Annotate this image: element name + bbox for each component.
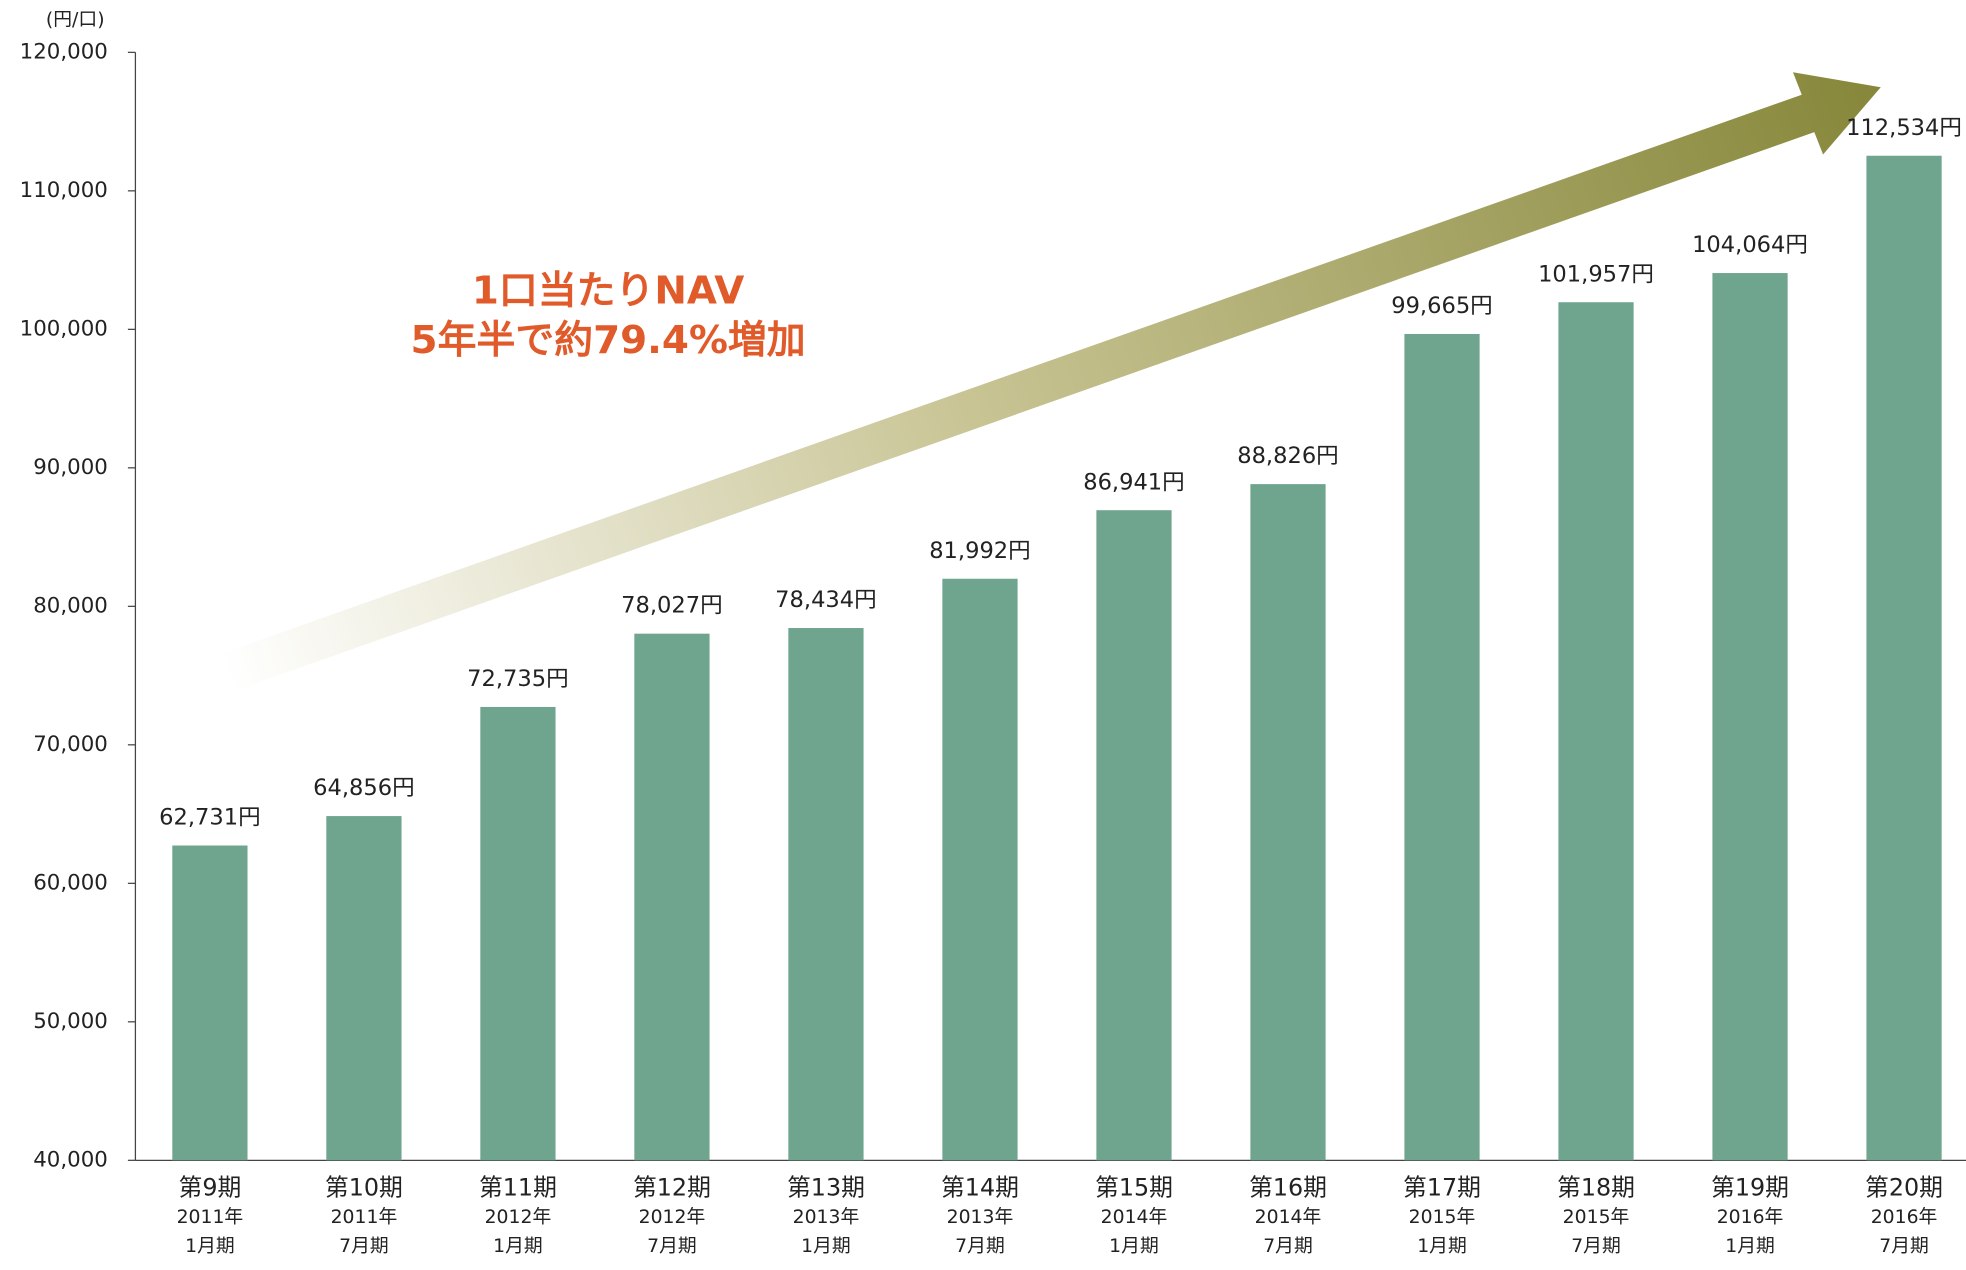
x-tick-label: 第11期	[479, 1174, 557, 1202]
x-tick-label: 7月期	[955, 1235, 1005, 1257]
bar	[1404, 333, 1480, 1161]
x-tick-label: 2013年	[793, 1206, 860, 1228]
x-tick-label: 1月期	[1725, 1235, 1775, 1257]
y-tick-label: 70,000	[33, 732, 108, 757]
x-tick-label: 1月期	[1109, 1235, 1159, 1257]
bar	[788, 628, 864, 1161]
value-label: 101,957円	[1538, 261, 1654, 287]
x-tick-label: 2013年	[947, 1206, 1014, 1228]
y-tick-label: 80,000	[33, 593, 108, 618]
x-tick-label: 7月期	[1879, 1235, 1929, 1257]
value-label: 78,027円	[621, 593, 723, 619]
x-tick-label: 2015年	[1563, 1206, 1630, 1228]
x-tick-label: 第10期	[325, 1174, 403, 1202]
x-tick-label: 7月期	[647, 1235, 697, 1257]
x-tick-label: 1月期	[493, 1235, 543, 1257]
x-tick-label: 第15期	[1095, 1174, 1173, 1202]
bar	[1096, 510, 1172, 1161]
value-label: 62,731円	[159, 805, 261, 831]
value-label: 81,992円	[929, 538, 1031, 564]
value-label: 64,856円	[313, 775, 415, 801]
bar	[942, 578, 1018, 1161]
x-tick-label: 1月期	[185, 1235, 235, 1257]
bar	[1712, 273, 1788, 1161]
annotation: 5年半で約79.4%増加	[411, 318, 806, 363]
x-tick-label: 7月期	[339, 1235, 389, 1257]
y-tick-label: 50,000	[33, 1009, 108, 1034]
y-tick-label: 60,000	[33, 870, 108, 895]
x-tick-label: 第18期	[1557, 1174, 1635, 1202]
x-tick-label: 1月期	[1417, 1235, 1467, 1257]
y-tick-label: 90,000	[33, 455, 108, 480]
x-tick-label: 第16期	[1249, 1174, 1327, 1202]
y-tick-label: 110,000	[20, 178, 108, 203]
x-tick-label: 1月期	[801, 1235, 851, 1257]
value-label: 86,941円	[1083, 469, 1185, 495]
y-tick-label: 40,000	[33, 1147, 108, 1172]
value-label: 78,434円	[775, 587, 877, 613]
x-tick-label: 第13期	[787, 1174, 865, 1202]
bar	[1866, 155, 1942, 1161]
x-tick-label: 2012年	[639, 1206, 706, 1228]
x-tick-label: 7月期	[1263, 1235, 1313, 1257]
x-tick-label: 2016年	[1871, 1206, 1938, 1228]
x-tick-label: 2011年	[177, 1206, 244, 1228]
x-tick-label: 2015年	[1409, 1206, 1476, 1228]
y-tick-label: 120,000	[20, 39, 108, 64]
annotation: 1口当たりNAV	[472, 268, 745, 313]
x-tick-label: 第14期	[941, 1174, 1019, 1202]
value-label: 112,534円	[1846, 115, 1962, 141]
bar	[634, 633, 710, 1161]
trend-arrow	[219, 72, 1881, 692]
x-tick-label: 2012年	[485, 1206, 552, 1228]
x-tick-label: 2014年	[1101, 1206, 1168, 1228]
x-tick-label: 第12期	[633, 1174, 711, 1202]
x-tick-label: 第20期	[1865, 1174, 1943, 1202]
x-tick-label: 7月期	[1571, 1235, 1621, 1257]
bar	[172, 845, 248, 1161]
x-tick-label: 第9期	[179, 1174, 242, 1202]
x-tick-label: 第17期	[1403, 1174, 1481, 1202]
value-label: 104,064円	[1692, 232, 1808, 258]
x-tick-label: 2011年	[331, 1206, 398, 1228]
unit-label: (円/口)	[46, 9, 105, 30]
value-label: 72,735円	[467, 666, 569, 692]
y-tick-label: 100,000	[20, 316, 108, 341]
bar	[1558, 302, 1634, 1161]
bar	[326, 816, 402, 1161]
x-tick-label: 2014年	[1255, 1206, 1322, 1228]
bar	[480, 706, 556, 1161]
x-tick-label: 2016年	[1717, 1206, 1784, 1228]
x-tick-label: 第19期	[1711, 1174, 1789, 1202]
value-label: 88,826円	[1237, 443, 1339, 469]
value-label: 99,665円	[1391, 293, 1493, 319]
bar	[1250, 484, 1326, 1161]
